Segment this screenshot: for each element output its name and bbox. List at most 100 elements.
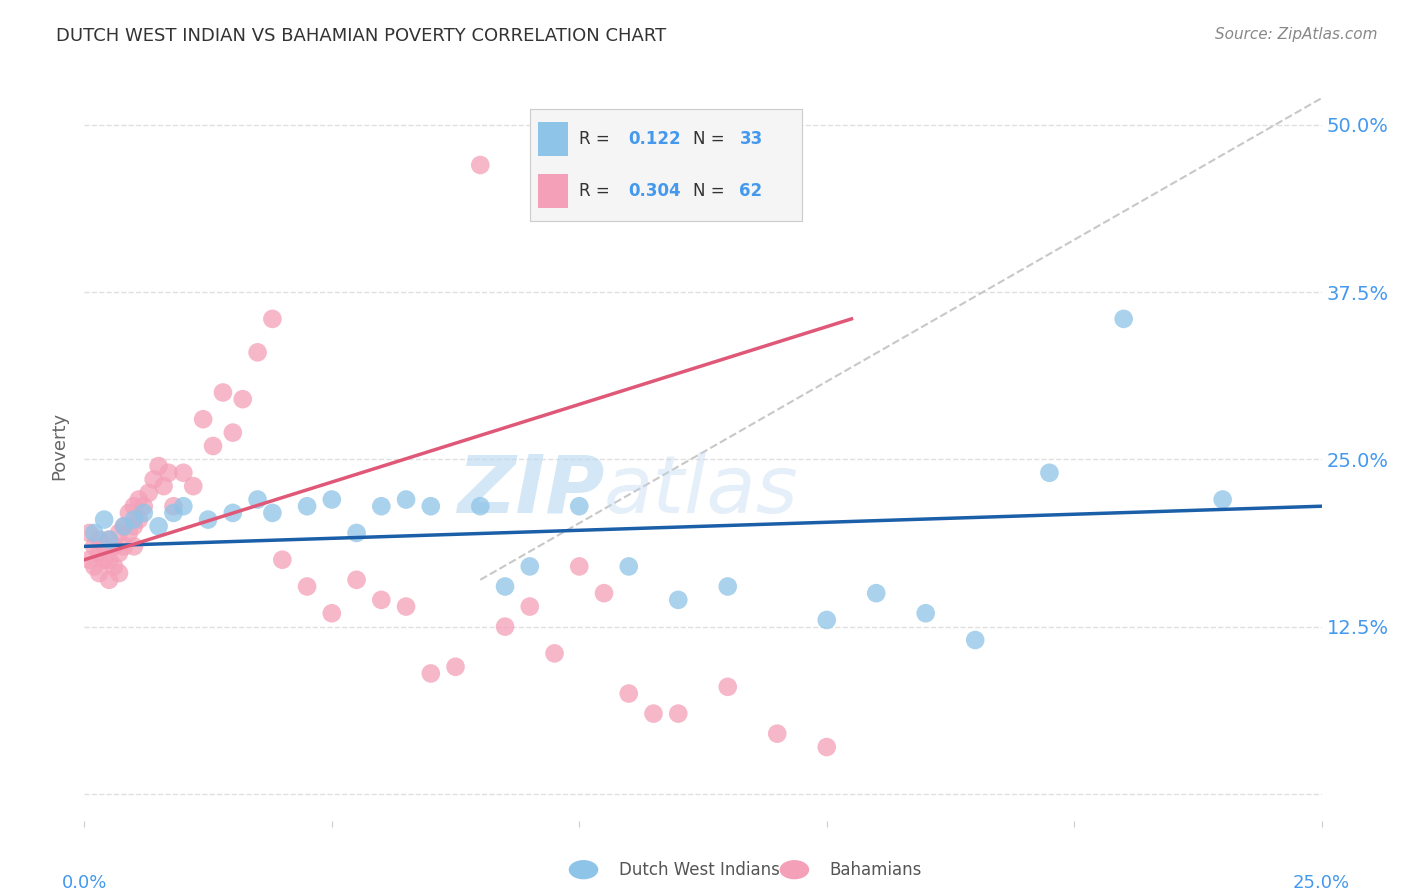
Point bbox=[142, 473, 165, 487]
Point bbox=[1038, 466, 1060, 480]
Point bbox=[89, 546, 111, 560]
Point bbox=[271, 553, 294, 567]
Point bbox=[118, 526, 141, 541]
Point bbox=[346, 573, 368, 587]
Point bbox=[138, 485, 160, 500]
Point bbox=[543, 646, 565, 660]
Point bbox=[103, 559, 125, 574]
Point bbox=[128, 512, 150, 526]
Point bbox=[370, 500, 392, 514]
Point bbox=[122, 539, 145, 553]
Point bbox=[162, 506, 184, 520]
Point bbox=[643, 706, 665, 721]
Text: Dutch West Indians: Dutch West Indians bbox=[619, 861, 779, 879]
Point bbox=[128, 492, 150, 507]
Point bbox=[617, 559, 640, 574]
Point bbox=[1112, 312, 1135, 326]
Point bbox=[98, 533, 121, 547]
Point bbox=[815, 740, 838, 755]
Point bbox=[122, 512, 145, 526]
Point bbox=[172, 466, 194, 480]
Point bbox=[246, 492, 269, 507]
Text: Bahamians: Bahamians bbox=[830, 861, 922, 879]
Point bbox=[118, 506, 141, 520]
Point bbox=[717, 580, 740, 594]
Point bbox=[152, 479, 174, 493]
Point bbox=[321, 492, 343, 507]
Point bbox=[222, 506, 245, 520]
Point bbox=[112, 539, 135, 553]
Point bbox=[98, 573, 121, 587]
Point bbox=[865, 586, 887, 600]
Text: atlas: atlas bbox=[605, 452, 799, 530]
Point bbox=[162, 500, 184, 514]
Point bbox=[98, 533, 121, 547]
Point bbox=[419, 500, 441, 514]
Point bbox=[197, 512, 219, 526]
Text: ZIP: ZIP bbox=[457, 452, 605, 530]
Point bbox=[202, 439, 225, 453]
Point bbox=[112, 519, 135, 533]
Point bbox=[568, 559, 591, 574]
Point bbox=[494, 580, 516, 594]
Point bbox=[93, 539, 115, 553]
Point bbox=[79, 526, 101, 541]
Text: DUTCH WEST INDIAN VS BAHAMIAN POVERTY CORRELATION CHART: DUTCH WEST INDIAN VS BAHAMIAN POVERTY CO… bbox=[56, 27, 666, 45]
Point bbox=[617, 687, 640, 701]
Text: Source: ZipAtlas.com: Source: ZipAtlas.com bbox=[1215, 27, 1378, 42]
Point bbox=[470, 158, 492, 172]
Point bbox=[93, 553, 115, 567]
Point bbox=[568, 500, 591, 514]
Point bbox=[157, 466, 180, 480]
Point bbox=[444, 660, 467, 674]
Point bbox=[89, 533, 111, 547]
Point bbox=[83, 539, 105, 553]
Y-axis label: Poverty: Poverty bbox=[51, 412, 69, 480]
Text: 25.0%: 25.0% bbox=[1294, 874, 1350, 892]
Point bbox=[112, 519, 135, 533]
Point bbox=[108, 546, 131, 560]
Point bbox=[98, 553, 121, 567]
Point bbox=[122, 519, 145, 533]
Point bbox=[212, 385, 235, 400]
Point bbox=[395, 492, 418, 507]
Point bbox=[108, 526, 131, 541]
Text: 0.0%: 0.0% bbox=[62, 874, 107, 892]
Point bbox=[122, 500, 145, 514]
Point bbox=[370, 593, 392, 607]
Point bbox=[295, 580, 318, 594]
Point bbox=[181, 479, 204, 493]
Point bbox=[89, 566, 111, 581]
Point bbox=[83, 526, 105, 541]
Point bbox=[232, 392, 254, 407]
Point bbox=[815, 613, 838, 627]
Point bbox=[965, 633, 987, 648]
Point bbox=[295, 500, 318, 514]
Point bbox=[494, 620, 516, 634]
Point bbox=[172, 500, 194, 514]
Point bbox=[346, 526, 368, 541]
Point bbox=[83, 559, 105, 574]
Point bbox=[246, 345, 269, 359]
Point bbox=[262, 506, 284, 520]
Point bbox=[132, 506, 155, 520]
Point bbox=[132, 500, 155, 514]
Point bbox=[222, 425, 245, 440]
Point bbox=[1212, 492, 1234, 507]
Point bbox=[321, 607, 343, 621]
Point bbox=[191, 412, 214, 426]
Point bbox=[93, 512, 115, 526]
Point bbox=[103, 539, 125, 553]
Point bbox=[519, 599, 541, 614]
Point bbox=[395, 599, 418, 614]
Point bbox=[766, 726, 789, 740]
Point bbox=[108, 566, 131, 581]
Point bbox=[470, 500, 492, 514]
Point bbox=[262, 312, 284, 326]
Point bbox=[148, 459, 170, 474]
Point bbox=[593, 586, 616, 600]
Point bbox=[519, 559, 541, 574]
Point bbox=[717, 680, 740, 694]
Point bbox=[419, 666, 441, 681]
Point bbox=[666, 706, 689, 721]
